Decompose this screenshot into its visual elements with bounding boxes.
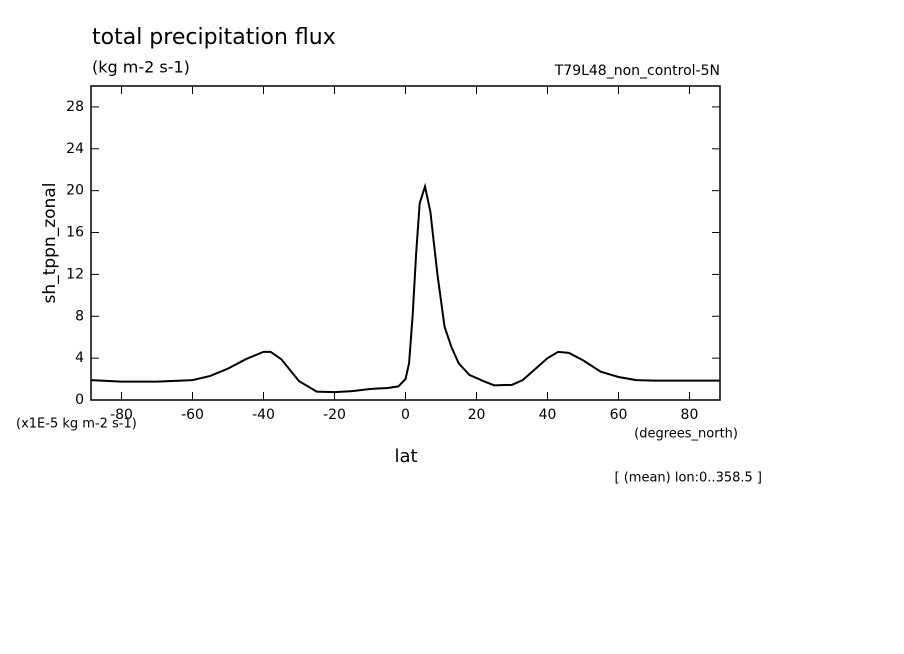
- x-tick-label: -60: [181, 407, 204, 423]
- dataset-label: T79L48_non_control-5N: [554, 63, 720, 79]
- y-axis-label: sh_tppn_zonal: [40, 183, 60, 304]
- x-tick-label: -80: [110, 407, 133, 423]
- x-tick-label: 20: [468, 407, 486, 423]
- y-tick-label: 24: [66, 141, 84, 157]
- y-tick-label: 0: [75, 392, 84, 408]
- y-tick-label: 4: [75, 350, 84, 366]
- x-tick-label: 0: [401, 407, 410, 423]
- y-tick-label: 12: [66, 266, 84, 282]
- chart-title: total precipitation flux: [92, 25, 336, 50]
- x-tick-label: -40: [252, 407, 275, 423]
- y-tick-label: 16: [66, 225, 84, 241]
- y-tick-label: 8: [75, 308, 84, 324]
- x-tick-label: 40: [539, 407, 557, 423]
- x-units: (degrees_north): [634, 427, 738, 442]
- annotation: [ (mean) lon:0..358.5 ]: [615, 471, 763, 486]
- x-axis-label: lat: [394, 446, 417, 467]
- x-tick-label: 60: [610, 407, 628, 423]
- y-tick-label: 28: [66, 99, 84, 115]
- plot-frame: [90, 85, 721, 401]
- chart-subtitle: (kg m-2 s-1): [92, 58, 190, 77]
- data-line: [90, 182, 720, 394]
- x-tick-label: 80: [681, 407, 699, 423]
- y-tick-label: 20: [66, 183, 84, 199]
- x-tick-label: -20: [323, 407, 346, 423]
- y-units: (x1E-5 kg m-2 s-1): [16, 417, 137, 432]
